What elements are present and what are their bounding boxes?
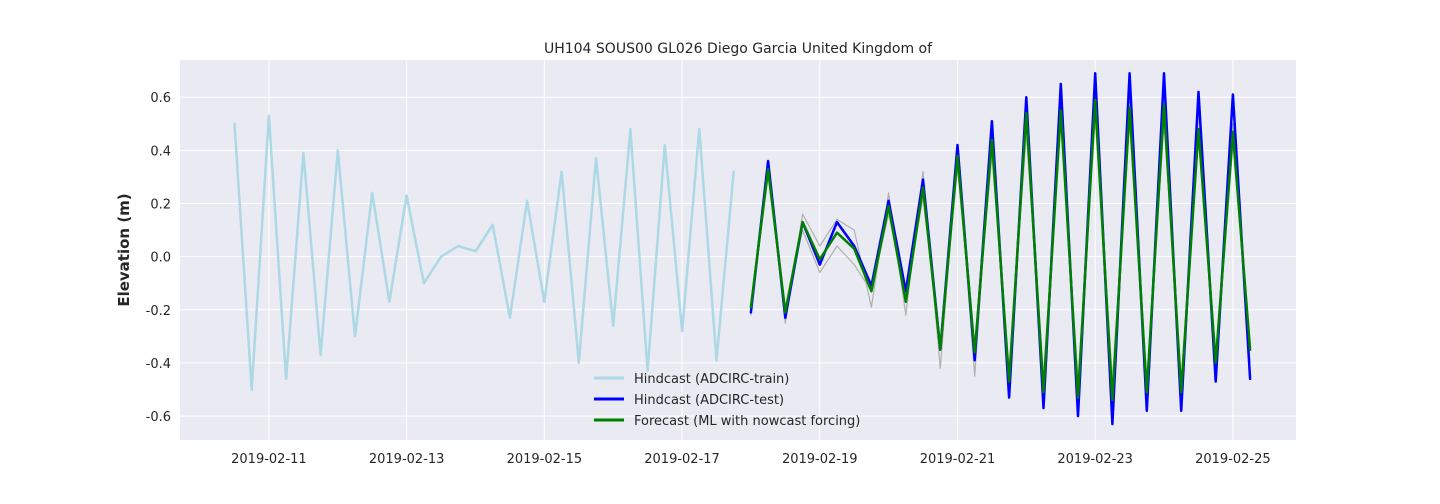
legend-entry: Forecast (ML with nowcast forcing)	[634, 414, 860, 429]
x-tick-label: 2019-02-19	[782, 452, 858, 467]
x-tick-label: 2019-02-23	[1057, 452, 1133, 467]
y-tick-label: 0.6	[150, 91, 171, 106]
chart-title: UH104 SOUS00 GL026 Diego Garcia United K…	[544, 41, 933, 57]
y-tick-label: -0.2	[146, 304, 171, 319]
y-tick-label: 0.2	[150, 197, 171, 212]
y-axis-label: Elevation (m)	[115, 193, 133, 306]
x-tick-label: 2019-02-17	[644, 452, 720, 467]
x-tick-label: 2019-02-25	[1195, 452, 1271, 467]
x-tick-label: 2019-02-11	[231, 452, 307, 467]
y-tick-label: -0.6	[146, 410, 171, 425]
series-line-forecast	[749, 98, 1252, 402]
x-tick-label: 2019-02-21	[920, 452, 996, 467]
y-axis: -0.6 -0.4 -0.2 0.0 0.2 0.4 0.6	[146, 91, 171, 425]
y-tick-label: 0.0	[150, 251, 171, 266]
series-layer	[233, 72, 1252, 426]
y-tick-label: 0.4	[150, 144, 171, 159]
series-line-train	[233, 114, 735, 391]
y-tick-label: -0.4	[146, 357, 171, 372]
x-tick-label: 2019-02-15	[507, 452, 583, 467]
legend-entry: Hindcast (ADCIRC-train)	[634, 372, 789, 387]
legend-entry: Hindcast (ADCIRC-test)	[634, 393, 784, 408]
legend: Hindcast (ADCIRC-train) Hindcast (ADCIRC-…	[594, 372, 860, 429]
x-axis: 2019-02-11 2019-02-13 2019-02-15 2019-02-17…	[231, 452, 1271, 467]
x-tick-label: 2019-02-13	[369, 452, 445, 467]
